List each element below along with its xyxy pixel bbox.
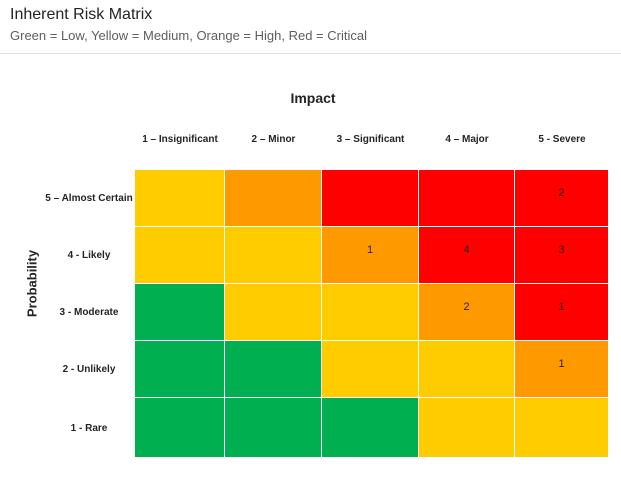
risk-cell[interactable]: 1 <box>515 341 609 398</box>
risk-cell[interactable] <box>135 170 225 227</box>
risk-cell[interactable]: 4 <box>419 227 515 284</box>
risk-cell[interactable] <box>225 227 322 284</box>
risk-cell[interactable]: 2 <box>515 170 609 227</box>
risk-cell[interactable] <box>135 227 225 284</box>
risk-count-label: 2 <box>463 301 470 313</box>
risk-count-label: 2 <box>558 187 565 199</box>
risk-count-label: 1 <box>366 244 374 256</box>
risk-cell[interactable] <box>419 398 515 458</box>
risk-cell[interactable] <box>225 341 322 398</box>
visual-title: Inherent Risk Matrix <box>10 6 153 23</box>
impact-column-header: 4 – Major <box>445 134 489 145</box>
risk-cell[interactable] <box>515 398 609 458</box>
impact-column-header: 2 – Minor <box>251 134 296 145</box>
risk-cell[interactable] <box>322 341 419 398</box>
risk-cell[interactable] <box>419 341 515 398</box>
impact-column-header: 1 – Insignificant <box>142 134 218 145</box>
risk-cell[interactable] <box>135 284 225 341</box>
probability-row-header: 5 – Almost Certain <box>45 193 133 204</box>
visual-header: Inherent Risk Matrix Green = Low, Yellow… <box>0 0 621 54</box>
risk-cell[interactable] <box>322 284 419 341</box>
visual-subtitle: Green = Low, Yellow = Medium, Orange = H… <box>10 28 367 43</box>
probability-row-header: 3 - Moderate <box>59 307 119 318</box>
risk-cell[interactable]: 1 <box>515 284 609 341</box>
risk-cell[interactable] <box>135 398 225 458</box>
impact-axis-title: Impact <box>290 90 336 106</box>
probability-row-header: 4 - Likely <box>67 250 111 261</box>
risk-cell[interactable]: 2 <box>419 284 515 341</box>
risk-cell[interactable] <box>322 398 419 458</box>
risk-cell[interactable] <box>419 170 515 227</box>
probability-row-header: 2 - Unlikely <box>62 364 116 375</box>
risk-matrix-grid: 2 1 4 3 2 1 1 <box>135 170 609 458</box>
risk-cell[interactable]: 1 <box>322 227 419 284</box>
risk-count-label: 1 <box>558 358 565 370</box>
risk-count-label: 3 <box>558 244 565 256</box>
risk-cell[interactable] <box>225 170 322 227</box>
risk-cell[interactable] <box>322 170 419 227</box>
risk-cell[interactable] <box>225 284 322 341</box>
risk-cell[interactable]: 3 <box>515 227 609 284</box>
risk-count-label: 4 <box>463 244 470 256</box>
risk-cell[interactable] <box>225 398 322 458</box>
impact-column-header: 5 - Severe <box>538 134 586 145</box>
impact-column-header: 3 – Significant <box>336 134 405 145</box>
risk-cell[interactable] <box>135 341 225 398</box>
risk-count-label: 1 <box>558 301 565 313</box>
probability-row-header: 1 - Rare <box>70 422 108 434</box>
probability-axis-title: Probability <box>24 249 40 318</box>
